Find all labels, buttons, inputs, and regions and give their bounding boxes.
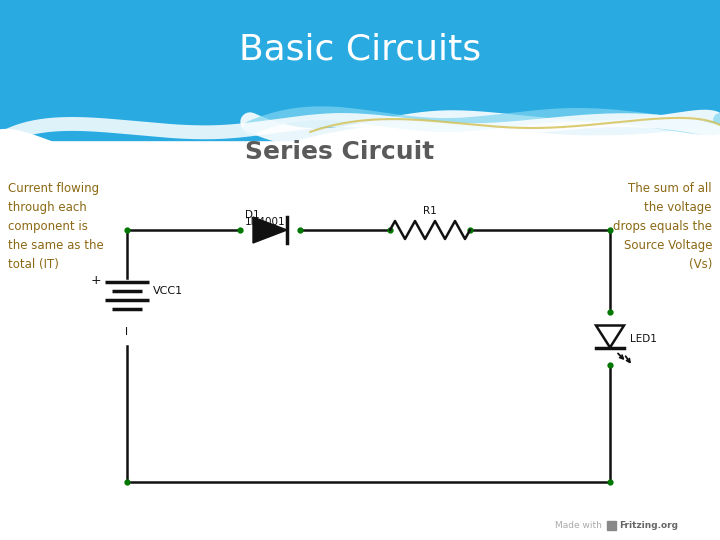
Text: +: + bbox=[91, 274, 101, 287]
Text: Series Circuit: Series Circuit bbox=[246, 140, 435, 164]
Polygon shape bbox=[596, 326, 624, 348]
Text: LED1: LED1 bbox=[630, 334, 657, 343]
Text: R1: R1 bbox=[423, 206, 437, 216]
Text: Current flowing
through each
component is
the same as the
total (IT): Current flowing through each component i… bbox=[8, 182, 104, 271]
Text: The sum of all
the voltage
drops equals the
Source Voltage
(Vs): The sum of all the voltage drops equals … bbox=[613, 182, 712, 271]
Text: Fritzing.org: Fritzing.org bbox=[619, 521, 678, 530]
Text: 1N4001: 1N4001 bbox=[245, 217, 286, 227]
Text: l: l bbox=[125, 327, 129, 337]
Bar bbox=[0, 0, 720, 140]
Text: Made with: Made with bbox=[555, 521, 602, 530]
Bar bbox=[607, 521, 616, 530]
Text: D1: D1 bbox=[245, 210, 260, 220]
Polygon shape bbox=[253, 217, 287, 243]
Text: VCC1: VCC1 bbox=[153, 286, 183, 296]
Text: Basic Circuits: Basic Circuits bbox=[239, 33, 481, 67]
